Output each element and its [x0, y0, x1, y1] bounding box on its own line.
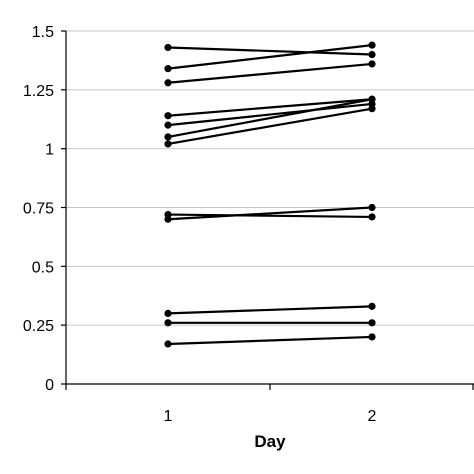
data-point [164, 319, 172, 327]
series-line [167, 335, 373, 346]
series-3 [164, 60, 376, 87]
data-point [164, 140, 172, 148]
series-line [167, 44, 373, 70]
data-point [164, 112, 172, 120]
data-point [164, 340, 172, 348]
series-9 [164, 203, 376, 223]
data-point [368, 41, 376, 49]
data-point [368, 105, 376, 113]
data-point [164, 43, 172, 52]
data-point [368, 60, 376, 68]
series-2 [164, 41, 376, 73]
data-point [164, 133, 172, 141]
series-12 [164, 333, 376, 348]
x-axis-title: Day [254, 432, 286, 451]
x-tick-label: 2 [368, 408, 377, 425]
x-tick-label: 1 [164, 408, 173, 425]
data-point [368, 50, 376, 59]
series-10 [164, 302, 376, 317]
series-line [167, 46, 373, 56]
y-tick-label: 0.5 [32, 259, 54, 276]
series-line [167, 98, 373, 138]
y-tick-label: 0.25 [23, 318, 54, 335]
y-axis-ticks: 0 0.25 0.5 0.75 1 1.25 1.5 [23, 24, 66, 394]
gridlines [66, 30, 474, 326]
data-point [368, 302, 376, 310]
data-point [164, 309, 172, 317]
y-tick-label: 1.5 [32, 24, 54, 41]
y-tick-label: 0.75 [23, 201, 54, 218]
series-11 [164, 319, 376, 327]
data-point [164, 79, 172, 87]
y-tick-label: 1 [45, 142, 54, 159]
data-point [164, 65, 172, 73]
series-1 [164, 43, 376, 59]
series-line [167, 98, 373, 117]
data-point [368, 333, 376, 341]
series-7 [164, 105, 376, 148]
y-tick-label: 0 [45, 377, 54, 394]
series-line [167, 62, 373, 84]
data-point [368, 319, 376, 327]
series-line [167, 107, 373, 146]
data-point [164, 121, 172, 129]
data-point [368, 203, 376, 212]
data-point [368, 213, 376, 221]
series-lines [164, 41, 376, 348]
series-line [167, 213, 373, 219]
data-point [368, 95, 376, 103]
y-tick-label: 1.25 [23, 83, 54, 100]
series-line [167, 102, 373, 127]
data-point [164, 215, 172, 223]
series-line [167, 206, 373, 221]
series-line [167, 305, 373, 315]
series-6 [164, 95, 376, 141]
